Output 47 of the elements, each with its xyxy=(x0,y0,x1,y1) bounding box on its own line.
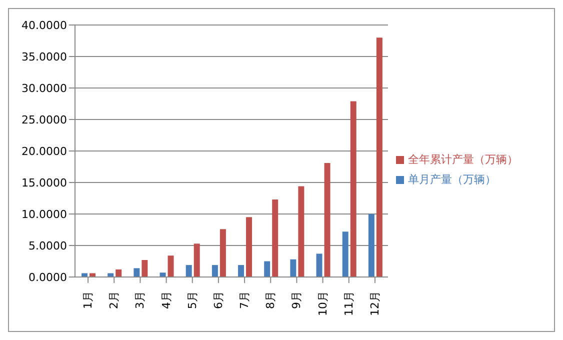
bar xyxy=(212,265,218,277)
y-tick-label: 5.0000 xyxy=(28,239,67,252)
bar xyxy=(142,260,148,277)
bar xyxy=(194,244,200,277)
x-tick-label: 11月 xyxy=(342,291,356,316)
bar xyxy=(220,229,226,277)
x-tick-label: 4月 xyxy=(160,291,173,309)
bar xyxy=(272,200,278,277)
x-tick-label: 3月 xyxy=(134,291,147,309)
bar xyxy=(290,259,296,277)
x-tick-label: 10月 xyxy=(316,291,330,316)
bar xyxy=(160,272,166,277)
bar xyxy=(264,261,270,277)
y-tick-label: 15.0000 xyxy=(22,176,67,190)
y-tick-label: 35.0000 xyxy=(22,50,67,64)
bar xyxy=(108,273,114,277)
y-tick-label: 30.0000 xyxy=(22,82,67,95)
x-tick-label: 1月 xyxy=(82,291,95,309)
legend-label: 全年累计产量（万辆） xyxy=(408,153,518,166)
bar xyxy=(368,214,374,277)
x-tick-label: 2月 xyxy=(108,291,121,309)
y-tick-label: 20.0000 xyxy=(22,144,67,158)
bar xyxy=(134,268,140,277)
bar xyxy=(324,162,330,277)
bar xyxy=(298,186,304,277)
bar xyxy=(168,256,174,277)
y-tick-label: 10.0000 xyxy=(22,208,67,221)
x-tick-label: 12月 xyxy=(368,291,382,316)
x-tick-label: 7月 xyxy=(238,291,252,309)
y-tick-label: 0.0000 xyxy=(28,270,67,284)
bar xyxy=(246,217,252,277)
x-tick-label: 9月 xyxy=(290,291,304,309)
bar xyxy=(238,265,244,277)
bar xyxy=(186,265,192,277)
bar xyxy=(90,273,96,277)
x-tick-label: 8月 xyxy=(264,291,278,309)
y-tick-label: 40.0000 xyxy=(22,18,67,32)
y-tick-label: 25.0000 xyxy=(22,113,67,126)
bar xyxy=(316,254,322,277)
legend-label: 单月产量（万辆） xyxy=(408,173,496,186)
x-tick-label: 5月 xyxy=(186,291,199,309)
bar xyxy=(82,273,88,277)
bar xyxy=(376,38,382,277)
bar xyxy=(342,232,348,277)
bar xyxy=(350,101,356,277)
x-tick-label: 6月 xyxy=(212,291,225,309)
bar xyxy=(116,269,122,277)
